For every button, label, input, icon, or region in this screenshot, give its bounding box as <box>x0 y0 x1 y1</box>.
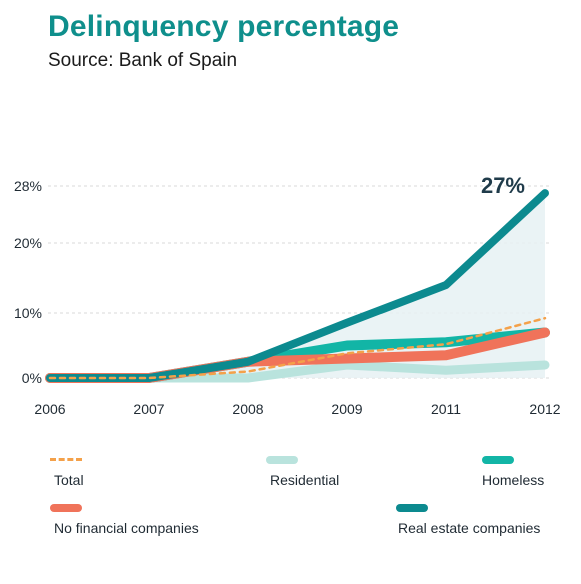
x-tick-label: 2008 <box>232 401 263 417</box>
peak-annotation: 27% <box>481 173 525 198</box>
legend-label-total: Total <box>54 472 84 488</box>
x-tick-label: 2009 <box>331 401 362 417</box>
line-chart: 28% 20% 10% 0% 2006 2007 2008 2009 2011 2012 27% <box>14 173 561 417</box>
chart-title: Delinquency percentage <box>48 10 400 43</box>
series-line-total <box>48 316 547 380</box>
y-tick-label: 0% <box>22 370 42 386</box>
legend-swatch-residential <box>266 456 298 464</box>
chart-subtitle: Source: Bank of Spain <box>48 50 238 71</box>
legend-label-residential: Residential <box>270 472 340 488</box>
y-axis-ticks: 28% 20% 10% 0% <box>14 178 42 386</box>
legend-swatch-no-financial <box>50 504 82 512</box>
x-tick-label: 2011 <box>431 401 461 417</box>
legend-label-no-financial: No financial companies <box>54 520 199 536</box>
legend-label-homeless: Homeless <box>482 472 545 488</box>
y-tick-label: 28% <box>14 178 42 194</box>
y-tick-label: 20% <box>14 235 42 251</box>
real-estate-area <box>50 193 545 378</box>
legend-swatch-homeless <box>482 456 514 464</box>
x-tick-label: 2012 <box>529 401 560 417</box>
series-layer <box>45 189 550 383</box>
legend-swatch-real-estate <box>396 504 428 512</box>
area-layer <box>50 193 545 378</box>
x-tick-label: 2007 <box>133 401 164 417</box>
x-axis-ticks: 2006 2007 2008 2009 2011 2012 <box>34 401 560 417</box>
x-tick-label: 2006 <box>34 401 65 417</box>
legend-swatch-total <box>50 458 82 461</box>
legend-label-real-estate: Real estate companies <box>398 520 541 536</box>
y-tick-label: 10% <box>14 305 42 321</box>
